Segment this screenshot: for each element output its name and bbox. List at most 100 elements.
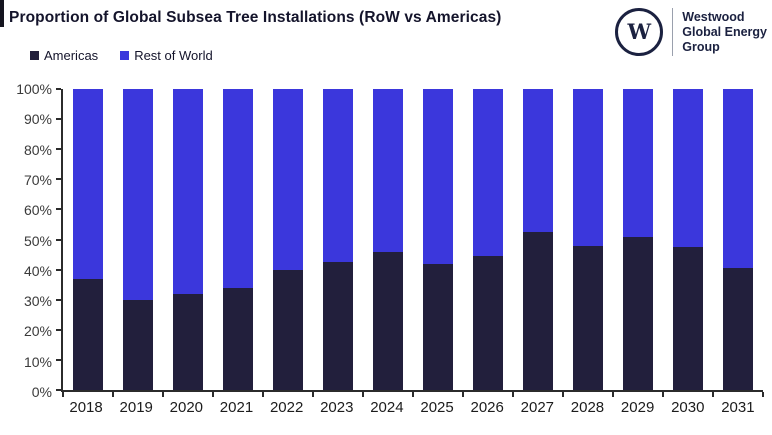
x-axis-labels: 2018 2019 2020 2021 2022 2023 2024 2025 2026 2027… <box>61 399 763 416</box>
x-axis-tick-mark <box>662 392 664 397</box>
bar-column <box>213 89 263 390</box>
bar-column <box>563 89 613 390</box>
bar-segment-rest-of-world <box>423 89 453 264</box>
y-axis-tick-label: 30% <box>23 293 52 310</box>
x-axis-tick-mark <box>62 392 64 397</box>
bar-segment-rest-of-world <box>273 89 303 270</box>
y-axis-tick-label: 40% <box>23 262 52 279</box>
bar-segment-americas <box>273 269 303 390</box>
y-axis-tick-mark <box>56 328 61 331</box>
crop-artifact <box>0 0 4 27</box>
y-axis-tick-mark <box>56 238 61 241</box>
x-axis-tick-label: 2022 <box>269 399 304 416</box>
x-axis-tick-mark <box>462 392 464 397</box>
x-axis-tick-mark <box>312 392 314 397</box>
x-axis-tick-label: 2024 <box>370 399 404 416</box>
stacked-bar <box>573 89 603 390</box>
x-axis-tick-mark <box>512 392 514 397</box>
bar-column <box>513 89 563 390</box>
stacked-bar <box>173 89 203 390</box>
bar-column <box>663 89 713 390</box>
bar-column <box>413 89 463 390</box>
y-axis-tick-mark <box>56 118 61 121</box>
stacked-bar <box>623 89 653 390</box>
x-axis-tick-label: 2021 <box>219 399 254 416</box>
x-axis-tick-label: 2029 <box>620 399 655 416</box>
legend-label: Americas <box>44 48 99 63</box>
bar-segment-americas <box>173 293 203 390</box>
x-axis-tick-mark <box>762 392 764 397</box>
x-axis-tick-mark <box>562 392 564 397</box>
bar-segment-americas <box>523 231 553 390</box>
bar-segment-rest-of-world <box>73 89 103 279</box>
x-axis-tick-label: 2027 <box>520 399 555 416</box>
y-axis-tick-label: 70% <box>23 171 52 188</box>
y-axis-tick-mark <box>56 358 61 361</box>
x-axis-tick-mark <box>162 392 164 397</box>
westwood-logo: W Westwood Global Energy Group <box>615 8 767 56</box>
bar-column <box>613 89 663 390</box>
stacked-bar <box>673 89 703 390</box>
bar-segment-americas <box>673 247 703 390</box>
logo-name-line: Group <box>682 39 720 54</box>
x-axis-tick-label: 2026 <box>470 399 504 416</box>
stacked-bar <box>73 89 103 390</box>
y-axis-tick-label: 60% <box>23 202 52 219</box>
x-axis-tick-label: 2019 <box>119 399 153 416</box>
bar-column <box>713 89 763 390</box>
bar-column <box>113 89 163 390</box>
y-axis-tick-label: 0% <box>31 384 52 400</box>
bar-segment-americas <box>473 256 503 390</box>
x-axis-tick-mark <box>362 392 364 397</box>
bar-segment-rest-of-world <box>523 89 553 232</box>
bar-segment-rest-of-world <box>123 89 153 300</box>
bar-segment-rest-of-world <box>323 89 353 263</box>
y-axis-tick-mark <box>56 268 61 271</box>
bar-segment-rest-of-world <box>173 89 203 294</box>
westwood-monogram-icon: W <box>615 8 664 56</box>
bar-segment-americas <box>423 263 453 390</box>
legend-swatch-icon <box>120 51 130 60</box>
chart-title: Proportion of Global Subsea Tree Install… <box>9 9 502 26</box>
y-axis-tick-label: 50% <box>23 232 52 249</box>
y-axis-tick-label: 80% <box>23 141 52 158</box>
bar-segment-americas <box>623 236 653 390</box>
stacked-bar <box>523 89 553 390</box>
stacked-bar <box>423 89 453 390</box>
y-axis-tick-mark <box>56 148 61 151</box>
y-axis-tick-mark <box>56 208 61 211</box>
y-axis-tick-label: 10% <box>23 353 52 370</box>
chart-legend: Americas Rest of World <box>30 48 213 63</box>
y-axis-tick-mark <box>56 178 61 181</box>
y-axis-tick-mark <box>56 88 61 90</box>
legend-swatch-icon <box>30 51 39 60</box>
y-axis-tick-mark <box>56 298 61 301</box>
legend-label: Rest of World <box>134 48 213 63</box>
bar-column <box>263 89 313 390</box>
bar-segment-americas <box>223 287 253 390</box>
x-axis-tick-mark <box>262 392 264 397</box>
x-axis-tick-label: 2023 <box>320 399 354 416</box>
bar-segment-americas <box>373 251 403 390</box>
stacked-bar <box>123 89 153 390</box>
logo-divider <box>672 8 674 56</box>
legend-item: Americas <box>30 48 98 63</box>
y-axis-labels: 100% 90% 80% 70% 60% 50% 40% 30% 20% 10% 0% <box>0 81 52 400</box>
logo-name-line: Westwood <box>682 9 745 24</box>
x-axis-tick-mark <box>112 392 114 397</box>
bar-segment-americas <box>323 262 353 390</box>
bar-segment-rest-of-world <box>223 89 253 288</box>
bar-segment-americas <box>573 245 603 390</box>
x-axis-tick-label: 2018 <box>69 399 103 416</box>
x-axis-tick-mark <box>711 392 714 397</box>
y-axis-tick-label: 90% <box>23 111 52 128</box>
stacked-bar <box>373 89 403 390</box>
bar-segment-rest-of-world <box>373 89 403 252</box>
bar-column <box>313 89 363 390</box>
bar-column <box>463 89 513 390</box>
stacked-bar <box>473 89 503 390</box>
x-axis-tick-label: 2028 <box>570 399 605 416</box>
bar-segment-rest-of-world <box>573 89 603 246</box>
bar-segment-rest-of-world <box>723 89 753 269</box>
